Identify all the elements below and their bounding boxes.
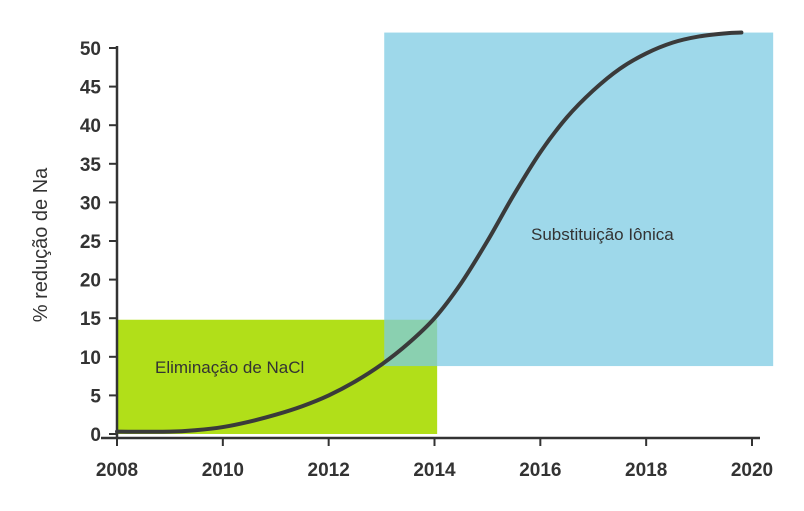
y-tick-label: 10	[80, 348, 101, 369]
x-tick-label: 2014	[413, 460, 456, 481]
y-tick-label: 30	[80, 193, 101, 214]
x-tick-label: 2008	[96, 460, 138, 481]
x-tick-label: 2018	[625, 460, 667, 481]
y-tick-label: 40	[80, 116, 101, 137]
y-tick-label: 50	[80, 39, 101, 60]
y-tick-label: 35	[80, 155, 102, 176]
region-label-1: Eliminação de NaCl	[155, 358, 304, 377]
x-tick-label: 2010	[202, 460, 244, 481]
x-tick-label: 2016	[519, 460, 561, 481]
region-2	[384, 32, 774, 367]
region-label-2: Substituição Iônica	[531, 225, 674, 244]
series-line-1	[115, 30, 744, 434]
y-axis-title: % redução de Na	[30, 167, 52, 322]
labels-layer: Eliminação de NaCl Substituição Iônica	[155, 225, 674, 377]
regions-layer	[117, 32, 774, 434]
y-tick-label: 15	[80, 309, 102, 330]
line-layer	[115, 30, 744, 434]
x-tick-label: 2020	[731, 460, 773, 481]
y-tick-label: 45	[80, 78, 102, 99]
y-tick-label: 0	[90, 425, 101, 446]
y-tick-label: 25	[80, 232, 102, 253]
y-tick-label: 5	[90, 386, 101, 407]
axes-layer: 0 5 10 15 20 25 30 35 40 45 50 2008 2010 2012 2014 2016…	[80, 39, 773, 481]
y-tick-label: 20	[80, 271, 101, 292]
x-tick-label: 2012	[308, 460, 350, 481]
